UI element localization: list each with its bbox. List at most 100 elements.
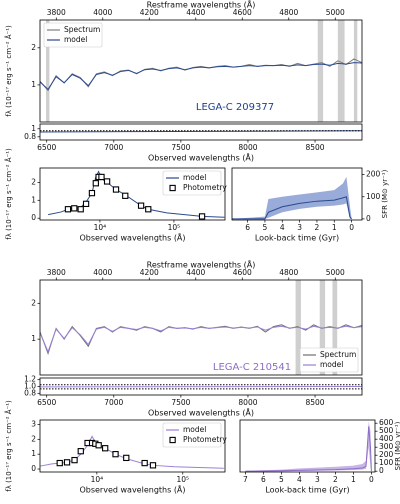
photometry-point xyxy=(112,451,119,458)
y-tick-label: 400 xyxy=(379,434,394,443)
photometry-point xyxy=(98,173,105,181)
x-axis-label: Observed wavelengths (Å) xyxy=(148,152,254,163)
x-tick-label: 6 xyxy=(261,475,266,484)
x2-tick-label: 4400 xyxy=(186,8,205,17)
x-tick-label: 8500 xyxy=(305,398,324,407)
photometry-point xyxy=(56,459,63,467)
masked-region xyxy=(317,20,324,122)
x2-tick-label: 4000 xyxy=(93,8,112,17)
photometry-point xyxy=(71,456,78,464)
y-tick-label: 0 xyxy=(366,214,371,223)
photometry-point xyxy=(71,205,78,212)
legend-label: Spectrum xyxy=(64,25,100,34)
photometry-point xyxy=(88,189,96,197)
x2-axis-label: Restframe wavelengths (Å) xyxy=(147,259,256,270)
x-tick-label: 10⁵ xyxy=(176,475,189,484)
y-tick-label: 1 xyxy=(31,80,36,89)
x2-tick-label: 4000 xyxy=(93,268,112,277)
series-line xyxy=(40,62,362,91)
photometry-point xyxy=(198,213,206,220)
y-tick-label: 0 xyxy=(31,464,36,473)
legend-label: Photometry xyxy=(183,435,227,444)
y-tick-label: 200 xyxy=(379,450,394,459)
x-axis-label: Look-back time (Gyr) xyxy=(255,234,339,243)
y-axis-label: fλ (10⁻¹⁷ erg s⁻¹ cm⁻² Å⁻¹) xyxy=(4,400,13,492)
y-tick-label: 0 xyxy=(379,466,384,475)
x-tick-label: 8000 xyxy=(238,143,257,152)
photometry-point xyxy=(141,459,148,467)
legend-box xyxy=(299,347,359,373)
frame xyxy=(39,123,363,141)
x-tick-label: 7000 xyxy=(104,398,123,407)
photometry-point xyxy=(95,442,102,449)
x-tick-label: 5 xyxy=(263,223,268,232)
photometry-point xyxy=(82,200,90,208)
x-tick-label: 4 xyxy=(297,475,302,484)
legend-swatch xyxy=(169,436,176,444)
x2-tick-label: 4800 xyxy=(279,268,298,277)
photometry-point xyxy=(123,454,130,462)
legend-label: Photometry xyxy=(183,183,227,192)
masked-region xyxy=(353,20,358,122)
y-tick-label: 300 xyxy=(379,442,394,451)
y-tick-label: 100 xyxy=(366,192,381,201)
x-tick-label: 0 xyxy=(369,475,374,484)
y-tick-label: 1 xyxy=(31,124,36,133)
x2-tick-label: 4400 xyxy=(186,268,205,277)
legend-label: Spectrum xyxy=(320,350,356,359)
x-tick-label: 7 xyxy=(243,475,248,484)
frame xyxy=(39,167,226,221)
y-tick-label: 0.8 xyxy=(24,388,36,397)
y-tick-label: 2 xyxy=(31,434,36,443)
x2-axis-label: Restframe wavelengths (Å) xyxy=(147,0,256,10)
legend-label: model xyxy=(320,360,343,369)
y-axis-label: SFR (M⊙ yr⁻¹) xyxy=(381,169,389,218)
legend-label: model xyxy=(183,425,206,434)
photometry-point xyxy=(92,180,99,187)
x-tick-label: 2 xyxy=(333,475,338,484)
x-tick-label: 6500 xyxy=(37,398,56,407)
x2-tick-label: 4600 xyxy=(233,8,252,17)
x2-tick-label: 4200 xyxy=(140,268,159,277)
y-axis-label: fλ (10⁻¹⁷ erg s⁻¹ cm⁻² Å⁻¹) xyxy=(4,25,13,117)
photometry-point xyxy=(103,178,111,185)
x-tick-label: 3 xyxy=(297,223,302,232)
x-tick-label: 2 xyxy=(315,223,320,232)
x-axis-label: Observed wavelengths (Å) xyxy=(148,407,254,418)
plot-area xyxy=(40,280,362,375)
photometry-point xyxy=(149,462,157,469)
photometry-point xyxy=(63,459,71,466)
plot-area xyxy=(48,170,225,220)
legend-label: model xyxy=(64,35,87,44)
y-tick-label: 1 xyxy=(31,195,36,204)
x-tick-label: 10⁴ xyxy=(91,475,104,484)
x2-tick-label: 5000 xyxy=(326,8,345,17)
y-tick-label: 600 xyxy=(379,418,394,427)
x2-tick-label: 4800 xyxy=(279,8,298,17)
frame xyxy=(39,19,363,123)
y-tick-label: 1.2 xyxy=(24,375,36,384)
y-axis-label: fλ (10⁻¹⁷ erg s⁻¹ cm⁻² Å⁻¹) xyxy=(4,148,13,240)
x-tick-label: 5 xyxy=(279,475,284,484)
x-tick-label: 10⁴ xyxy=(94,223,107,232)
y-tick-label: 2 xyxy=(31,43,36,52)
x2-tick-label: 4200 xyxy=(140,8,159,17)
y-tick-label: 200 xyxy=(366,170,381,179)
legend-label: model xyxy=(183,173,206,182)
x-tick-label: 1 xyxy=(332,223,337,232)
x-axis-label: Observed wavelengths (Å) xyxy=(79,232,185,243)
annotation: LEGA-C 210541 xyxy=(213,362,291,373)
photometry-point xyxy=(77,206,84,213)
legend-box xyxy=(162,170,222,196)
x-tick-label: 7000 xyxy=(104,143,123,152)
x-tick-label: 0 xyxy=(349,223,354,232)
plot-area xyxy=(232,176,352,220)
series-line xyxy=(40,325,362,354)
series-line xyxy=(232,196,352,220)
x2-tick-label: 5000 xyxy=(326,268,345,277)
photometry-point xyxy=(122,192,129,199)
frame xyxy=(231,167,363,221)
plot-area xyxy=(40,384,362,390)
series-line xyxy=(245,426,372,472)
